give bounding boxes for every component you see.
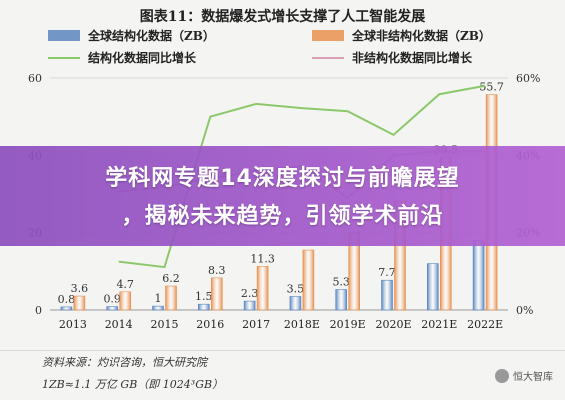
data-label: 6.2 (162, 272, 180, 285)
bar-structured (106, 306, 118, 311)
bar-structured (289, 296, 302, 311)
banner-text: 学科网专题14深度探讨与前瞻展望 ，揭秘未来趋势，引领学术前沿 (20, 160, 545, 236)
bar-structured (60, 306, 73, 311)
bar-structured (152, 305, 164, 311)
chart-title: 图表11：数据爆发式增长支撑了人工智能发展 (139, 9, 426, 25)
data-label: 3.5 (287, 282, 305, 295)
bar-unstructured (165, 285, 177, 311)
data-label: 55.7 (479, 81, 504, 94)
x-tick-label: 2021E (421, 318, 457, 331)
data-label: 2.3 (241, 287, 259, 300)
bar-structured (381, 279, 393, 311)
bar-structured (472, 240, 485, 311)
watermark: 恒大智库 (495, 368, 553, 383)
divider (0, 350, 565, 351)
source-note: 资料来源：灼识咨询，恒大研究院 (42, 356, 207, 369)
data-label: 3.6 (71, 282, 89, 295)
data-label: 1.5 (195, 290, 213, 303)
chart-svg: 02040600%20%40%60%2013201420152016201720… (28, 28, 540, 331)
banner-line-1: 学科网专题14深度探讨与前瞻展望 (105, 166, 460, 191)
x-tick-label: 2014 (105, 318, 133, 331)
bar-structured (335, 289, 348, 311)
x-tick-label: 2018E (284, 318, 320, 331)
x-tick-label: 2016 (196, 318, 224, 331)
legend-swatch (48, 30, 80, 41)
legend-swatch (312, 30, 344, 41)
bar-structured (426, 263, 439, 311)
data-label: 7.7 (378, 266, 396, 279)
x-tick-label: 2013 (59, 318, 87, 331)
y-tick-left: 60 (28, 72, 42, 85)
x-tick-label: 2017 (242, 318, 270, 331)
data-label: 0.8 (58, 293, 76, 306)
data-label: 5.3 (332, 276, 350, 289)
data-label: 0.9 (103, 293, 121, 306)
bar-unstructured (302, 249, 315, 311)
y-tick-left: 0 (35, 304, 42, 317)
bar-unstructured (73, 295, 86, 311)
data-label: 11.3 (250, 252, 275, 265)
x-tick-label: 2019E (330, 318, 366, 331)
x-tick-label: 2022E (467, 318, 503, 331)
y-tick-right: 0% (516, 304, 533, 317)
legend-label: 全球结构化数据（ZB） (87, 28, 215, 43)
legend-label: 结构化数据同比增长 (88, 50, 197, 65)
bar-unstructured (119, 291, 131, 311)
data-label: 1 (155, 292, 162, 305)
bar-unstructured (211, 277, 223, 311)
unit-note: 1ZB≈1.1 万亿 GB（即 1024³GB） (42, 378, 224, 391)
watermark-text: 恒大智库 (513, 372, 553, 383)
banner-line-2: ，揭秘未来趋势，引领学术前沿 (121, 204, 444, 229)
bar-structured (198, 303, 210, 311)
data-label: 8.3 (208, 264, 226, 277)
x-tick-label: 2015 (151, 318, 179, 331)
bar-unstructured (256, 266, 269, 311)
overlay-banner: 学科网专题14深度探讨与前瞻展望 ，揭秘未来趋势，引领学术前沿 (0, 146, 565, 246)
y-tick-right: 60% (516, 72, 540, 85)
data-label: 4.7 (116, 278, 134, 291)
x-tick-label: 2020E (375, 318, 411, 331)
legend-label: 非结构化数据同比增长 (352, 50, 473, 65)
legend-label: 全球非结构化数据（ZB） (351, 28, 491, 43)
wechat-icon (495, 368, 509, 383)
bar-structured (243, 300, 256, 311)
